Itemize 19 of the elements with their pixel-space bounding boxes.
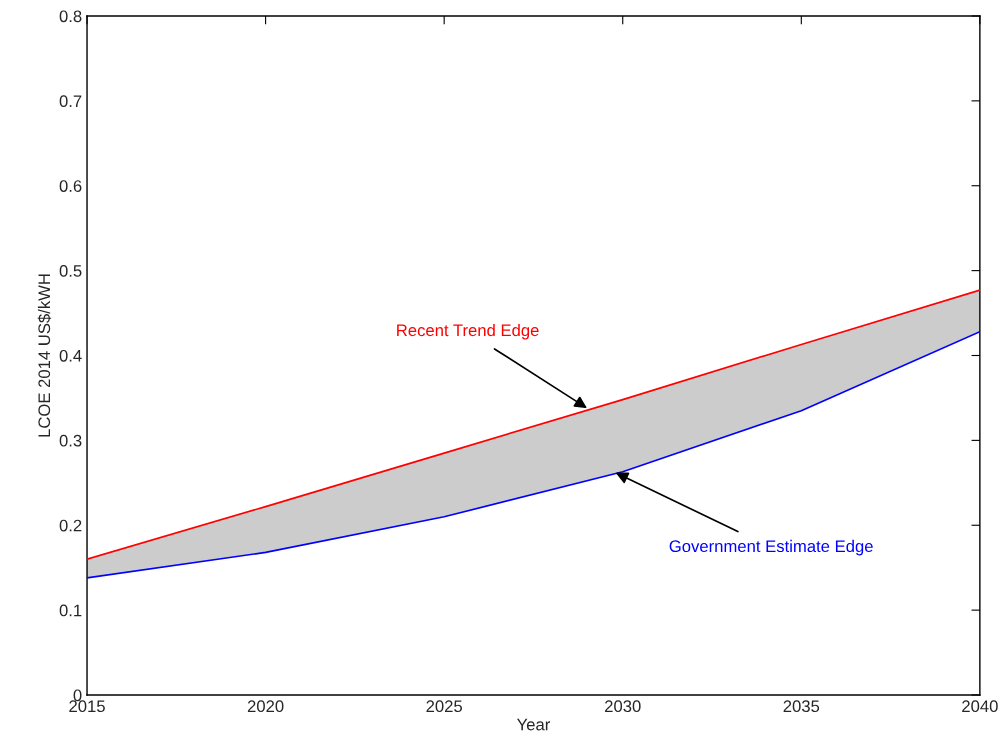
annotation: Recent Trend Edge (397, 323, 539, 340)
y-tick-label: 0.6 (59, 180, 82, 192)
y-tick-label: 0.8 (59, 10, 82, 23)
x-axis-title: Year (516, 718, 551, 731)
y-tick-label: 0.4 (59, 349, 82, 362)
y-tick-label: 0.7 (59, 95, 82, 108)
y-tick-label: 0 (73, 689, 82, 702)
y-tick-label: 0.3 (59, 434, 82, 447)
y-axis-title: LCOE 2014 US$/kWH (37, 274, 52, 437)
y-tick-label: 0.5 (59, 265, 82, 277)
x-tick-label: 2015 (69, 700, 105, 713)
y-tick-label: 0.2 (59, 519, 82, 532)
y-tick-label: 0.1 (59, 604, 82, 617)
x-tick-label: 2035 (783, 700, 820, 713)
x-tick-label: 2020 (247, 700, 284, 713)
annotation: Government Estimate Edge (669, 539, 873, 556)
x-tick-label: 2030 (605, 700, 641, 713)
x-tick-label: 2025 (426, 700, 463, 713)
x-tick-label: 2040 (962, 700, 998, 713)
